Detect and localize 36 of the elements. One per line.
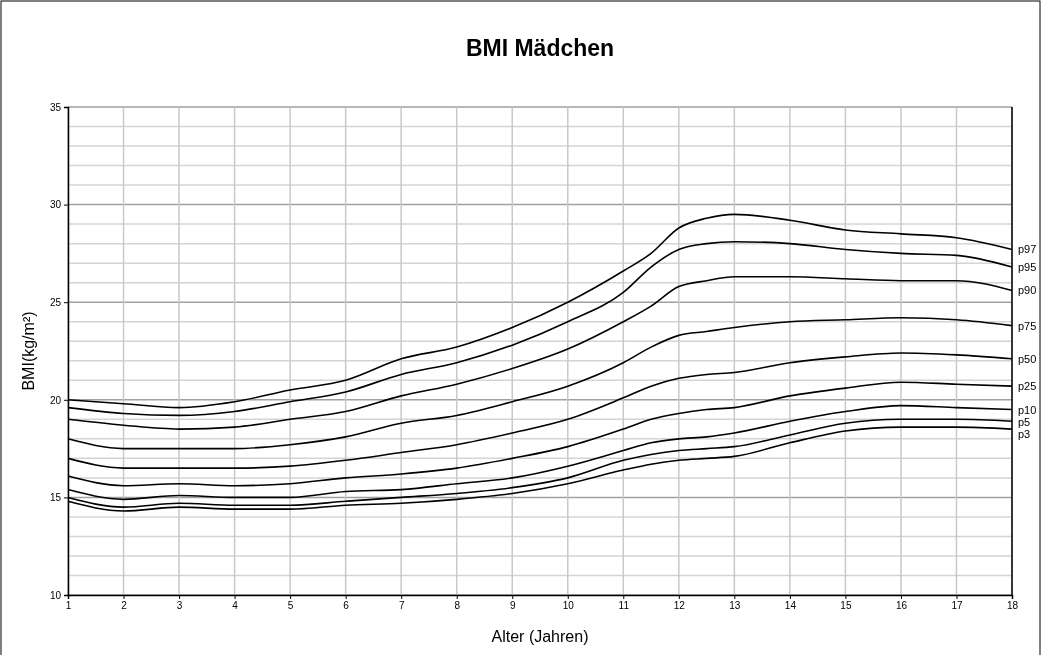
x-tick-label: 4 <box>232 600 239 612</box>
y-tick-label: 30 <box>49 199 62 211</box>
series-label: p75 <box>1018 319 1037 332</box>
x-tick-label: 12 <box>673 600 686 612</box>
x-tick-label: 11 <box>618 600 630 612</box>
x-tick-label: 18 <box>1006 600 1019 612</box>
x-tick-label: 17 <box>951 600 963 612</box>
x-tick-label: 2 <box>121 600 128 612</box>
x-tick-label: 1 <box>65 600 72 612</box>
x-tick-label: 15 <box>840 600 852 612</box>
y-tick-label: 20 <box>49 394 62 406</box>
x-tick-label: 8 <box>454 600 461 612</box>
series-label: p90 <box>1018 284 1037 297</box>
x-tick-label: 14 <box>784 600 797 612</box>
y-axis-title: BMI(kg/m²) <box>20 311 37 391</box>
x-tick-label: 13 <box>729 600 741 612</box>
x-tick-label: 6 <box>343 600 350 612</box>
y-tick-label: 10 <box>49 589 62 601</box>
x-tick-label: 7 <box>398 600 405 612</box>
x-tick-label: 16 <box>895 600 908 612</box>
x-axis-title: Alter (Jahren) <box>491 628 589 645</box>
series-label: p25 <box>1018 380 1037 393</box>
series-label: p3 <box>1018 427 1031 440</box>
x-tick-label: 3 <box>176 600 183 612</box>
y-tick-label: 25 <box>49 296 62 308</box>
y-tick-label: 15 <box>49 492 62 504</box>
series-label: p10 <box>1018 403 1037 416</box>
series-label: p95 <box>1018 261 1037 274</box>
x-tick-label: 10 <box>562 600 575 612</box>
y-tick-label: 35 <box>49 101 62 113</box>
series-label: p50 <box>1018 352 1037 365</box>
series-label: p5 <box>1018 415 1031 428</box>
chart-title: BMI Mädchen <box>465 35 615 61</box>
x-tick-label: 9 <box>509 600 516 612</box>
series-label: p97 <box>1018 243 1037 256</box>
x-tick-label: 5 <box>287 600 294 612</box>
